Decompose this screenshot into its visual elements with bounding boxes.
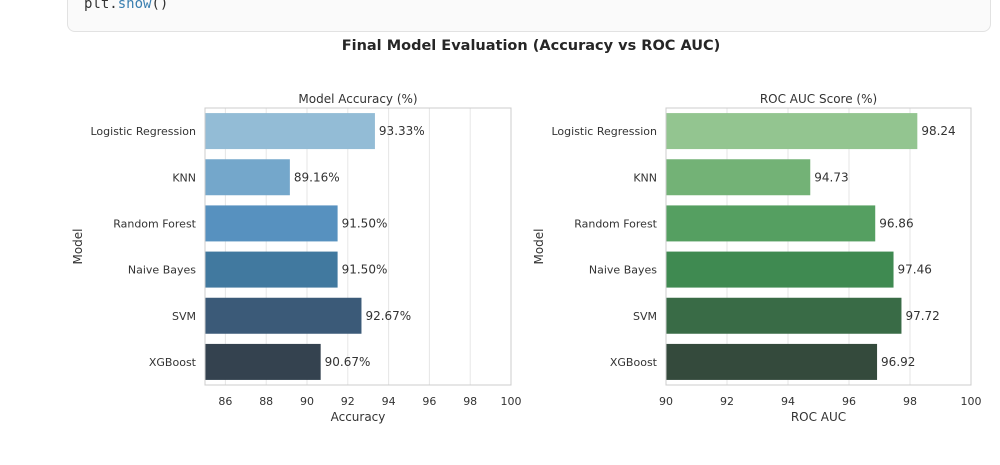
x-tick-label: 98 xyxy=(903,395,917,408)
y-tick-label: Logistic Regression xyxy=(551,125,657,138)
subplot-title: Model Accuracy (%) xyxy=(298,92,417,106)
x-axis-label: ROC AUC xyxy=(791,410,846,424)
data-label: 94.73 xyxy=(814,170,848,184)
data-label: 98.24 xyxy=(921,124,955,138)
x-tick-label: 96 xyxy=(842,395,856,408)
x-tick-label: 94 xyxy=(781,395,795,408)
x-tick-label: 90 xyxy=(300,395,314,408)
x-tick-label: 100 xyxy=(961,395,982,408)
x-tick-label: 94 xyxy=(382,395,396,408)
y-tick-label: SVM xyxy=(633,310,657,323)
code-line: plt.show() xyxy=(84,0,168,12)
x-tick-label: 88 xyxy=(259,395,273,408)
y-axis-label: Model xyxy=(71,228,85,264)
y-tick-label: Random Forest xyxy=(113,217,196,230)
code-cell[interactable]: plt.show() xyxy=(67,0,991,32)
y-axis-label: Model xyxy=(532,228,546,264)
code-paren: () xyxy=(151,0,169,12)
bar xyxy=(666,159,811,196)
bar xyxy=(205,343,321,380)
code-object: plt. xyxy=(84,0,118,12)
y-tick-label: KNN xyxy=(633,171,657,184)
data-label: 91.50% xyxy=(342,263,388,277)
plot-frame xyxy=(204,107,512,386)
y-tick-label: Naive Bayes xyxy=(589,264,657,277)
bar xyxy=(205,113,375,150)
y-tick-label: XGBoost xyxy=(610,356,658,369)
data-label: 91.50% xyxy=(342,216,388,230)
y-tick-label: SVM xyxy=(172,310,196,323)
data-label: 92.67% xyxy=(365,309,411,323)
figure-title: Final Model Evaluation (Accuracy vs ROC … xyxy=(341,38,721,54)
x-axis-label: Accuracy xyxy=(331,410,386,424)
bar xyxy=(205,159,290,196)
x-tick-label: 90 xyxy=(659,395,673,408)
bar xyxy=(666,113,918,150)
plot-frame xyxy=(665,107,972,386)
x-tick-label: 98 xyxy=(463,395,477,408)
code-function: show xyxy=(117,0,152,12)
x-tick-label: 92 xyxy=(341,395,355,408)
data-label: 89.16% xyxy=(294,170,340,184)
subplot-title: ROC AUC Score (%) xyxy=(760,92,877,106)
x-tick-label: 96 xyxy=(422,395,436,408)
bar xyxy=(666,251,894,288)
data-label: 93.33% xyxy=(379,124,425,138)
y-tick-label: Random Forest xyxy=(574,217,657,230)
y-tick-label: Naive Bayes xyxy=(128,264,196,277)
x-tick-label: 100 xyxy=(501,395,522,408)
y-tick-label: KNN xyxy=(172,171,196,184)
y-tick-label: XGBoost xyxy=(149,356,197,369)
bar xyxy=(666,205,876,242)
bar xyxy=(666,297,902,334)
bar xyxy=(205,297,362,334)
bar xyxy=(205,205,338,242)
bar xyxy=(205,251,338,288)
y-tick-label: Logistic Regression xyxy=(90,125,196,138)
bar xyxy=(666,343,878,380)
x-tick-label: 86 xyxy=(218,395,232,408)
data-label: 97.72 xyxy=(905,309,939,323)
data-label: 97.46 xyxy=(898,263,932,277)
data-label: 96.86 xyxy=(879,216,913,230)
data-label: 96.92 xyxy=(881,355,915,369)
data-label: 90.67% xyxy=(325,355,371,369)
x-tick-label: 92 xyxy=(720,395,734,408)
